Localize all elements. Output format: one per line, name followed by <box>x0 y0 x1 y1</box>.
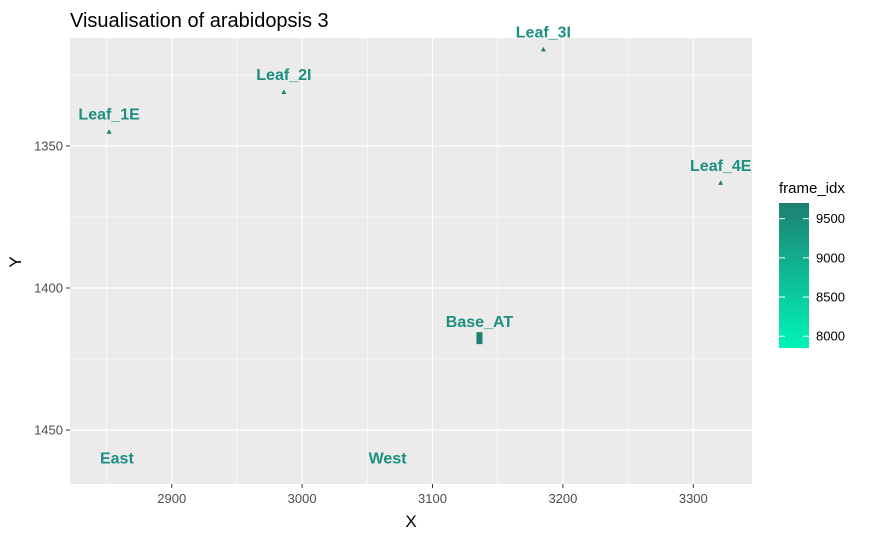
x-axis-label: X <box>405 512 416 531</box>
data-point-base <box>476 332 483 345</box>
data-point <box>718 180 724 185</box>
y-axis-ticks: 1350 1400 1450 <box>34 138 70 438</box>
chart-title: Visualisation of arabidopsis 3 <box>70 10 329 32</box>
legend-tick-label: 8000 <box>816 329 845 344</box>
data-point <box>281 89 287 94</box>
point-label: Leaf_2I <box>256 67 311 84</box>
annotation-label: East <box>100 450 134 467</box>
point-label: Leaf_3I <box>516 24 571 41</box>
point-label: Base_AT <box>446 314 514 331</box>
point-label: Leaf_4E <box>690 158 752 175</box>
x-tick-label: 3200 <box>548 491 577 506</box>
major-gridlines <box>70 38 752 484</box>
x-tick-label: 3300 <box>679 491 708 506</box>
x-axis-ticks: 2900 3000 3100 3200 3300 <box>157 484 708 506</box>
annotation-label: West <box>369 450 408 467</box>
legend-tick-label: 8500 <box>816 290 845 305</box>
data-point <box>106 129 112 134</box>
plot-panel <box>70 38 752 484</box>
point-labels: Leaf_1E Leaf_2I Leaf_3I Leaf_4E Base_AT <box>78 24 751 331</box>
x-tick-label: 3100 <box>418 491 447 506</box>
legend-title: frame_idx <box>779 180 845 197</box>
y-tick-label: 1450 <box>34 423 63 438</box>
data-points <box>106 46 724 345</box>
minor-gridlines <box>70 38 752 484</box>
legend-colorbar <box>779 203 809 348</box>
y-axis-label: Y <box>6 256 25 267</box>
point-label: Leaf_1E <box>78 107 140 124</box>
legend-tick-label: 9000 <box>816 250 845 265</box>
legend-ticks: 9500 9000 8500 8000 <box>779 211 845 344</box>
x-tick-label: 3000 <box>288 491 317 506</box>
annotations: East West <box>100 450 407 467</box>
legend-tick-label: 9500 <box>816 211 845 226</box>
legend: frame_idx 9500 9000 8500 8000 <box>779 180 845 348</box>
y-tick-label: 1350 <box>34 138 63 153</box>
y-tick-label: 1400 <box>34 280 63 295</box>
data-point <box>540 46 546 52</box>
x-tick-label: 2900 <box>157 491 186 506</box>
